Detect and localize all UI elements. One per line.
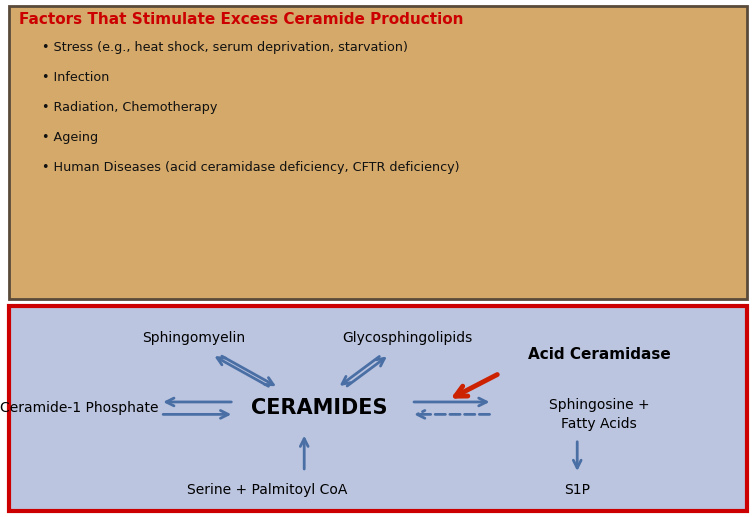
Text: Ceramide-1 Phosphate: Ceramide-1 Phosphate <box>0 401 159 415</box>
Text: S1P: S1P <box>564 483 590 497</box>
Text: • Human Diseases (acid ceramidase deficiency, CFTR deficiency): • Human Diseases (acid ceramidase defici… <box>42 161 459 174</box>
Text: • Radiation, Chemotherapy: • Radiation, Chemotherapy <box>42 101 217 114</box>
FancyBboxPatch shape <box>9 306 747 511</box>
Text: • Ageing: • Ageing <box>42 131 98 144</box>
Text: Glycosphingolipids: Glycosphingolipids <box>342 331 472 345</box>
Text: • Stress (e.g., heat shock, serum deprivation, starvation): • Stress (e.g., heat shock, serum depriv… <box>42 41 407 54</box>
FancyBboxPatch shape <box>9 6 747 299</box>
Text: Serine + Palmitoyl CoA: Serine + Palmitoyl CoA <box>187 483 348 497</box>
Text: • Infection: • Infection <box>42 71 109 84</box>
Text: Factors That Stimulate Excess Ceramide Production: Factors That Stimulate Excess Ceramide P… <box>19 12 463 27</box>
Text: CERAMIDES: CERAMIDES <box>251 398 387 418</box>
Text: Sphingosine +
Fatty Acids: Sphingosine + Fatty Acids <box>549 398 649 431</box>
Text: Acid Ceramidase: Acid Ceramidase <box>528 347 671 362</box>
Text: Sphingomyelin: Sphingomyelin <box>142 331 245 345</box>
